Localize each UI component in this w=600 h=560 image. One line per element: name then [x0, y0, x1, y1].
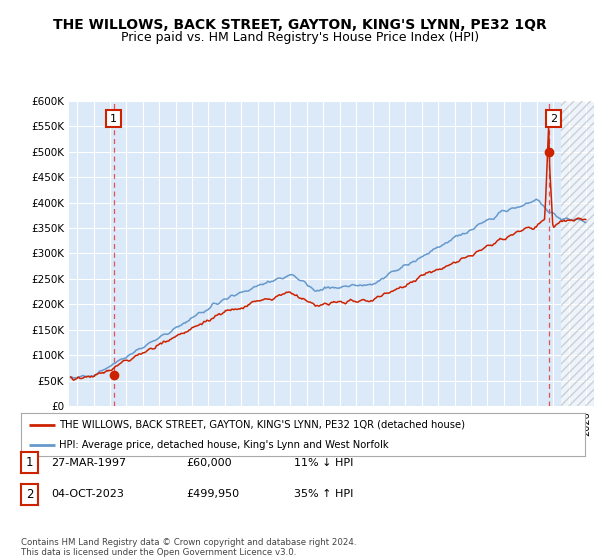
Text: 2: 2 — [550, 114, 557, 124]
Text: 2: 2 — [26, 488, 33, 501]
Text: HPI: Average price, detached house, King's Lynn and West Norfolk: HPI: Average price, detached house, King… — [59, 441, 389, 450]
Text: THE WILLOWS, BACK STREET, GAYTON, KING'S LYNN, PE32 1QR: THE WILLOWS, BACK STREET, GAYTON, KING'S… — [53, 18, 547, 32]
Text: £60,000: £60,000 — [186, 458, 232, 468]
Text: 04-OCT-2023: 04-OCT-2023 — [51, 489, 124, 500]
Text: 1: 1 — [110, 114, 117, 124]
Text: 11% ↓ HPI: 11% ↓ HPI — [294, 458, 353, 468]
Text: 1: 1 — [26, 456, 33, 469]
Text: Price paid vs. HM Land Registry's House Price Index (HPI): Price paid vs. HM Land Registry's House … — [121, 31, 479, 44]
Text: £499,950: £499,950 — [186, 489, 239, 500]
Text: 35% ↑ HPI: 35% ↑ HPI — [294, 489, 353, 500]
Text: 27-MAR-1997: 27-MAR-1997 — [51, 458, 126, 468]
Text: THE WILLOWS, BACK STREET, GAYTON, KING'S LYNN, PE32 1QR (detached house): THE WILLOWS, BACK STREET, GAYTON, KING'S… — [59, 419, 466, 430]
Text: Contains HM Land Registry data © Crown copyright and database right 2024.
This d: Contains HM Land Registry data © Crown c… — [21, 538, 356, 557]
